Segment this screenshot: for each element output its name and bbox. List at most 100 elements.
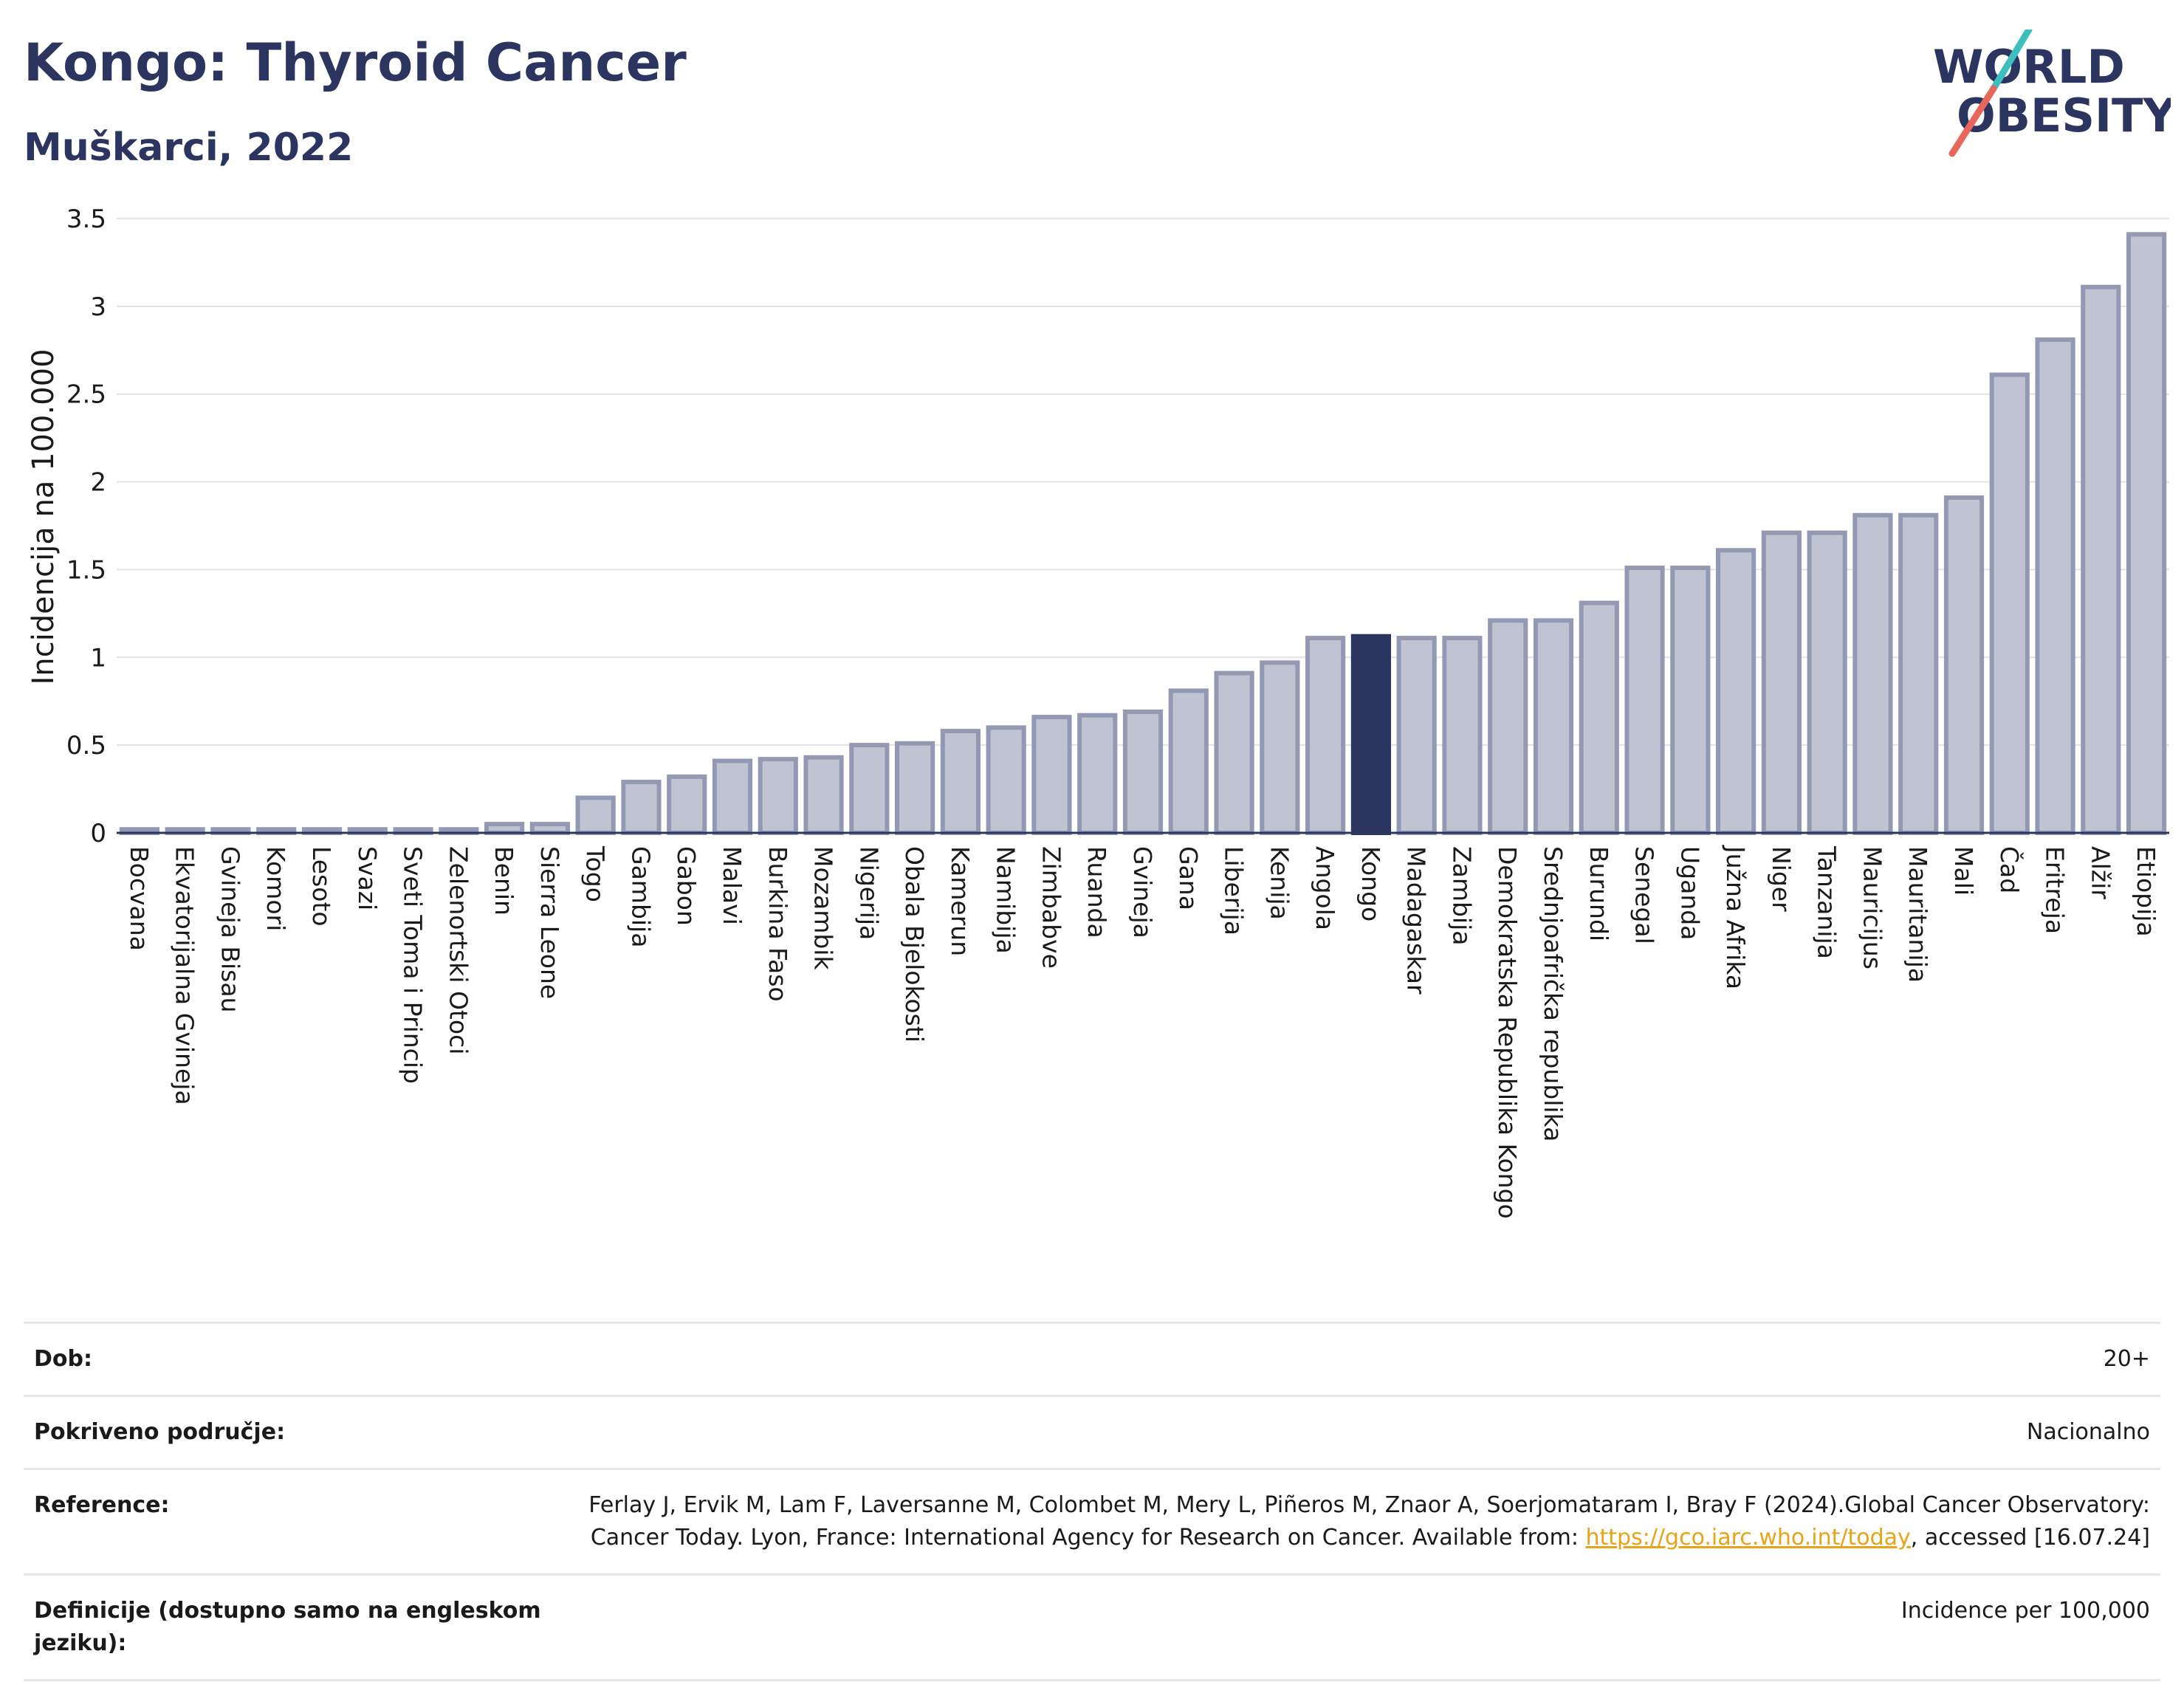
y-tick-label: 3.5 — [66, 205, 106, 234]
bar — [1442, 636, 1483, 835]
bar — [1852, 512, 1893, 835]
bars — [119, 232, 2167, 836]
y-tick-label: 0 — [90, 819, 106, 848]
logo-line-1: WORLD — [1933, 40, 2125, 94]
bar — [849, 743, 890, 836]
reference-value: Ferlay J, Ervik M, Lam F, Laversanne M, … — [563, 1489, 2150, 1554]
bar — [1168, 688, 1209, 835]
info-row-age: Dob: 20+ — [24, 1322, 2160, 1395]
bar — [758, 757, 798, 836]
x-tick-label: Svazi — [353, 846, 382, 910]
x-tick-label: Srednjoafrička republika — [1539, 846, 1567, 1141]
y-tick-label: 1 — [90, 643, 106, 673]
y-axis-label: Incidencija na 100.000 — [27, 349, 61, 684]
x-tick-label: Namibija — [992, 846, 1020, 954]
reference-accessed: , accessed [16.07.24] — [1910, 1525, 2150, 1551]
x-tick-label: Alžir — [2086, 846, 2115, 899]
bar — [1807, 530, 1847, 835]
info-row-coverage: Pokriveno područje: Nacionalno — [24, 1395, 2160, 1468]
x-tick-label: Mozambik — [809, 846, 838, 970]
coverage-label: Pokriveno područje: — [34, 1419, 286, 1445]
x-tick-label: Sveti Toma i Princip — [399, 846, 427, 1084]
x-tick-label: Sierra Leone — [535, 846, 564, 999]
bar — [1260, 660, 1300, 835]
bar — [529, 822, 570, 835]
x-tick-label: Komori — [261, 846, 290, 931]
bar — [2126, 232, 2167, 835]
bar — [1396, 636, 1437, 835]
bar — [1761, 530, 1802, 835]
bar — [575, 795, 616, 836]
bar — [484, 822, 525, 835]
info-row-reference: Reference: Ferlay J, Ervik M, Lam F, Lav… — [24, 1468, 2160, 1573]
y-tick-label: 2.5 — [66, 380, 106, 410]
x-tick-label: Niger — [1767, 846, 1796, 912]
info-table: Dob: 20+ Pokriveno područje: Nacionalno … — [24, 1322, 2160, 1681]
bar — [940, 729, 981, 836]
reference-label: Reference: — [34, 1492, 170, 1518]
x-tick-label: Kongo — [1356, 846, 1385, 921]
x-tick-label: Mali — [1949, 846, 1978, 896]
x-tick-label: Togo — [581, 845, 610, 902]
bar — [1122, 709, 1164, 836]
x-tick-label: Liberija — [1220, 846, 1249, 935]
logo-line-2: OBESITY — [1957, 89, 2171, 143]
x-tick-label: Zimbabve — [1037, 846, 1065, 969]
bar — [2081, 284, 2121, 835]
bar — [1943, 495, 1985, 835]
y-tick-label: 1.5 — [66, 555, 106, 585]
bar — [1579, 600, 1619, 835]
bar — [712, 758, 753, 835]
logo-slash-coral — [1948, 85, 1997, 157]
y-tick-label: 2 — [90, 468, 106, 498]
x-tick-label: Kenija — [1265, 846, 1294, 920]
bar-chart: 0 0.5 1 1.5 2 2.5 3 3.5 Bocvana Ekvatorijalna Gv… — [27, 205, 2169, 1219]
x-tick-label: Benin — [490, 846, 518, 916]
x-tick-label: Gambija — [626, 846, 655, 947]
x-tick-label: Ruanda — [1082, 846, 1111, 938]
logo-slash-teal — [1990, 30, 2033, 92]
x-tick-label: Madagaskar — [1402, 846, 1431, 995]
bar — [1031, 715, 1072, 836]
x-tick-label: Čad — [1995, 846, 2025, 893]
x-tick-label: Gana — [1174, 846, 1203, 910]
x-tick-label: Lesoto — [307, 846, 336, 927]
x-tick-label: Demokratska Republika Kongo — [1493, 846, 1522, 1219]
age-label: Dob: — [34, 1346, 92, 1372]
coverage-value: Nacionalno — [2026, 1419, 2150, 1445]
reference-link[interactable]: https://gco.iarc.who.int/today — [1585, 1525, 1911, 1551]
x-tick-label: Senegal — [1630, 846, 1659, 944]
x-tick-label: Zelenortski Otoci — [444, 846, 473, 1054]
bar — [895, 741, 935, 835]
x-axis-ticks: Bocvana Ekvatorijalna Gvineja Gvineja Bisa… — [125, 845, 2160, 1219]
definition-label: Definicije (dostupno samo na engleskom j… — [34, 1598, 541, 1656]
x-tick-label: Eritreja — [2041, 846, 2070, 934]
bar — [2035, 337, 2075, 836]
bar — [1670, 566, 1711, 836]
bar — [1989, 372, 2030, 835]
info-row-definition: Definicije (dostupno samo na engleskom j… — [24, 1573, 2160, 1681]
x-tick-label: Uganda — [1675, 846, 1704, 940]
x-tick-label: Malavi — [718, 846, 746, 925]
y-axis-ticks: 0 0.5 1 1.5 2 2.5 3 3.5 — [66, 205, 106, 848]
age-value: 20+ — [2103, 1346, 2150, 1372]
bar — [667, 774, 707, 835]
bar — [621, 780, 662, 836]
x-tick-label: Burkina Faso — [763, 846, 792, 1002]
x-tick-label: Obala Bjelokosti — [900, 846, 929, 1043]
x-tick-label: Ekvatorijalna Gvineja — [171, 846, 199, 1105]
x-tick-label: Gabon — [672, 846, 701, 926]
bar-highlight — [1350, 634, 1391, 835]
definition-value: Incidence per 100,000 — [1900, 1598, 2150, 1624]
x-tick-label: Angola — [1311, 846, 1339, 930]
page-subtitle: Muškarci, 2022 — [24, 126, 354, 170]
x-tick-label: Gvineja Bisau — [216, 846, 244, 1013]
x-tick-label: Bocvana — [125, 846, 154, 951]
x-tick-label: Nigerija — [854, 846, 883, 940]
x-tick-label: Tanzanija — [1813, 845, 1841, 959]
x-tick-label: Zambija — [1447, 846, 1476, 945]
bar — [803, 755, 844, 835]
bar — [1898, 512, 1939, 835]
world-obesity-logo: WORLD OBESITY — [1933, 30, 2171, 157]
x-tick-label: Etiopija — [2132, 846, 2160, 937]
